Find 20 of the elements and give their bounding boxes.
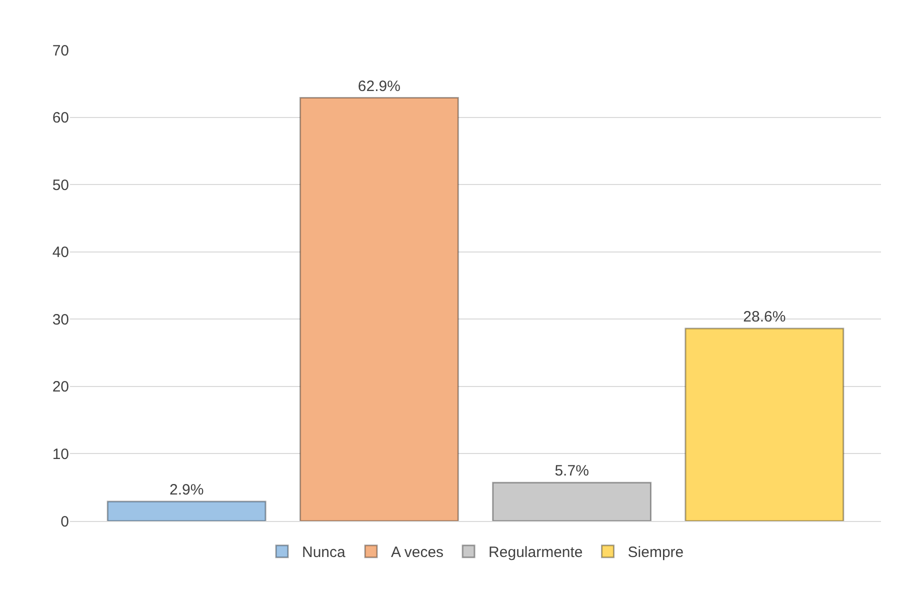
- y-tick-label: 70: [52, 42, 69, 60]
- data-label: 5.7%: [554, 462, 589, 480]
- y-tick-label: 10: [52, 446, 69, 463]
- y-tick-label: 30: [52, 311, 69, 328]
- data-label: 28.6%: [743, 308, 786, 326]
- bar: [492, 482, 652, 521]
- bar: [106, 500, 266, 521]
- y-tick-label: 20: [52, 378, 69, 396]
- y-tick-label: 50: [52, 176, 69, 194]
- bar: [299, 97, 459, 521]
- data-label: 62.9%: [358, 78, 400, 95]
- y-tick-label: 0: [60, 513, 69, 530]
- legend-label: Nunca: [302, 544, 346, 562]
- legend-label: A veces: [391, 544, 444, 562]
- bar: [684, 328, 844, 521]
- y-tick-label: 60: [52, 110, 69, 127]
- data-label: 2.9%: [169, 481, 204, 498]
- legend-label: Regularmente: [488, 544, 583, 562]
- y-tick-label: 40: [52, 244, 69, 262]
- legend-label: Siempre: [628, 544, 684, 562]
